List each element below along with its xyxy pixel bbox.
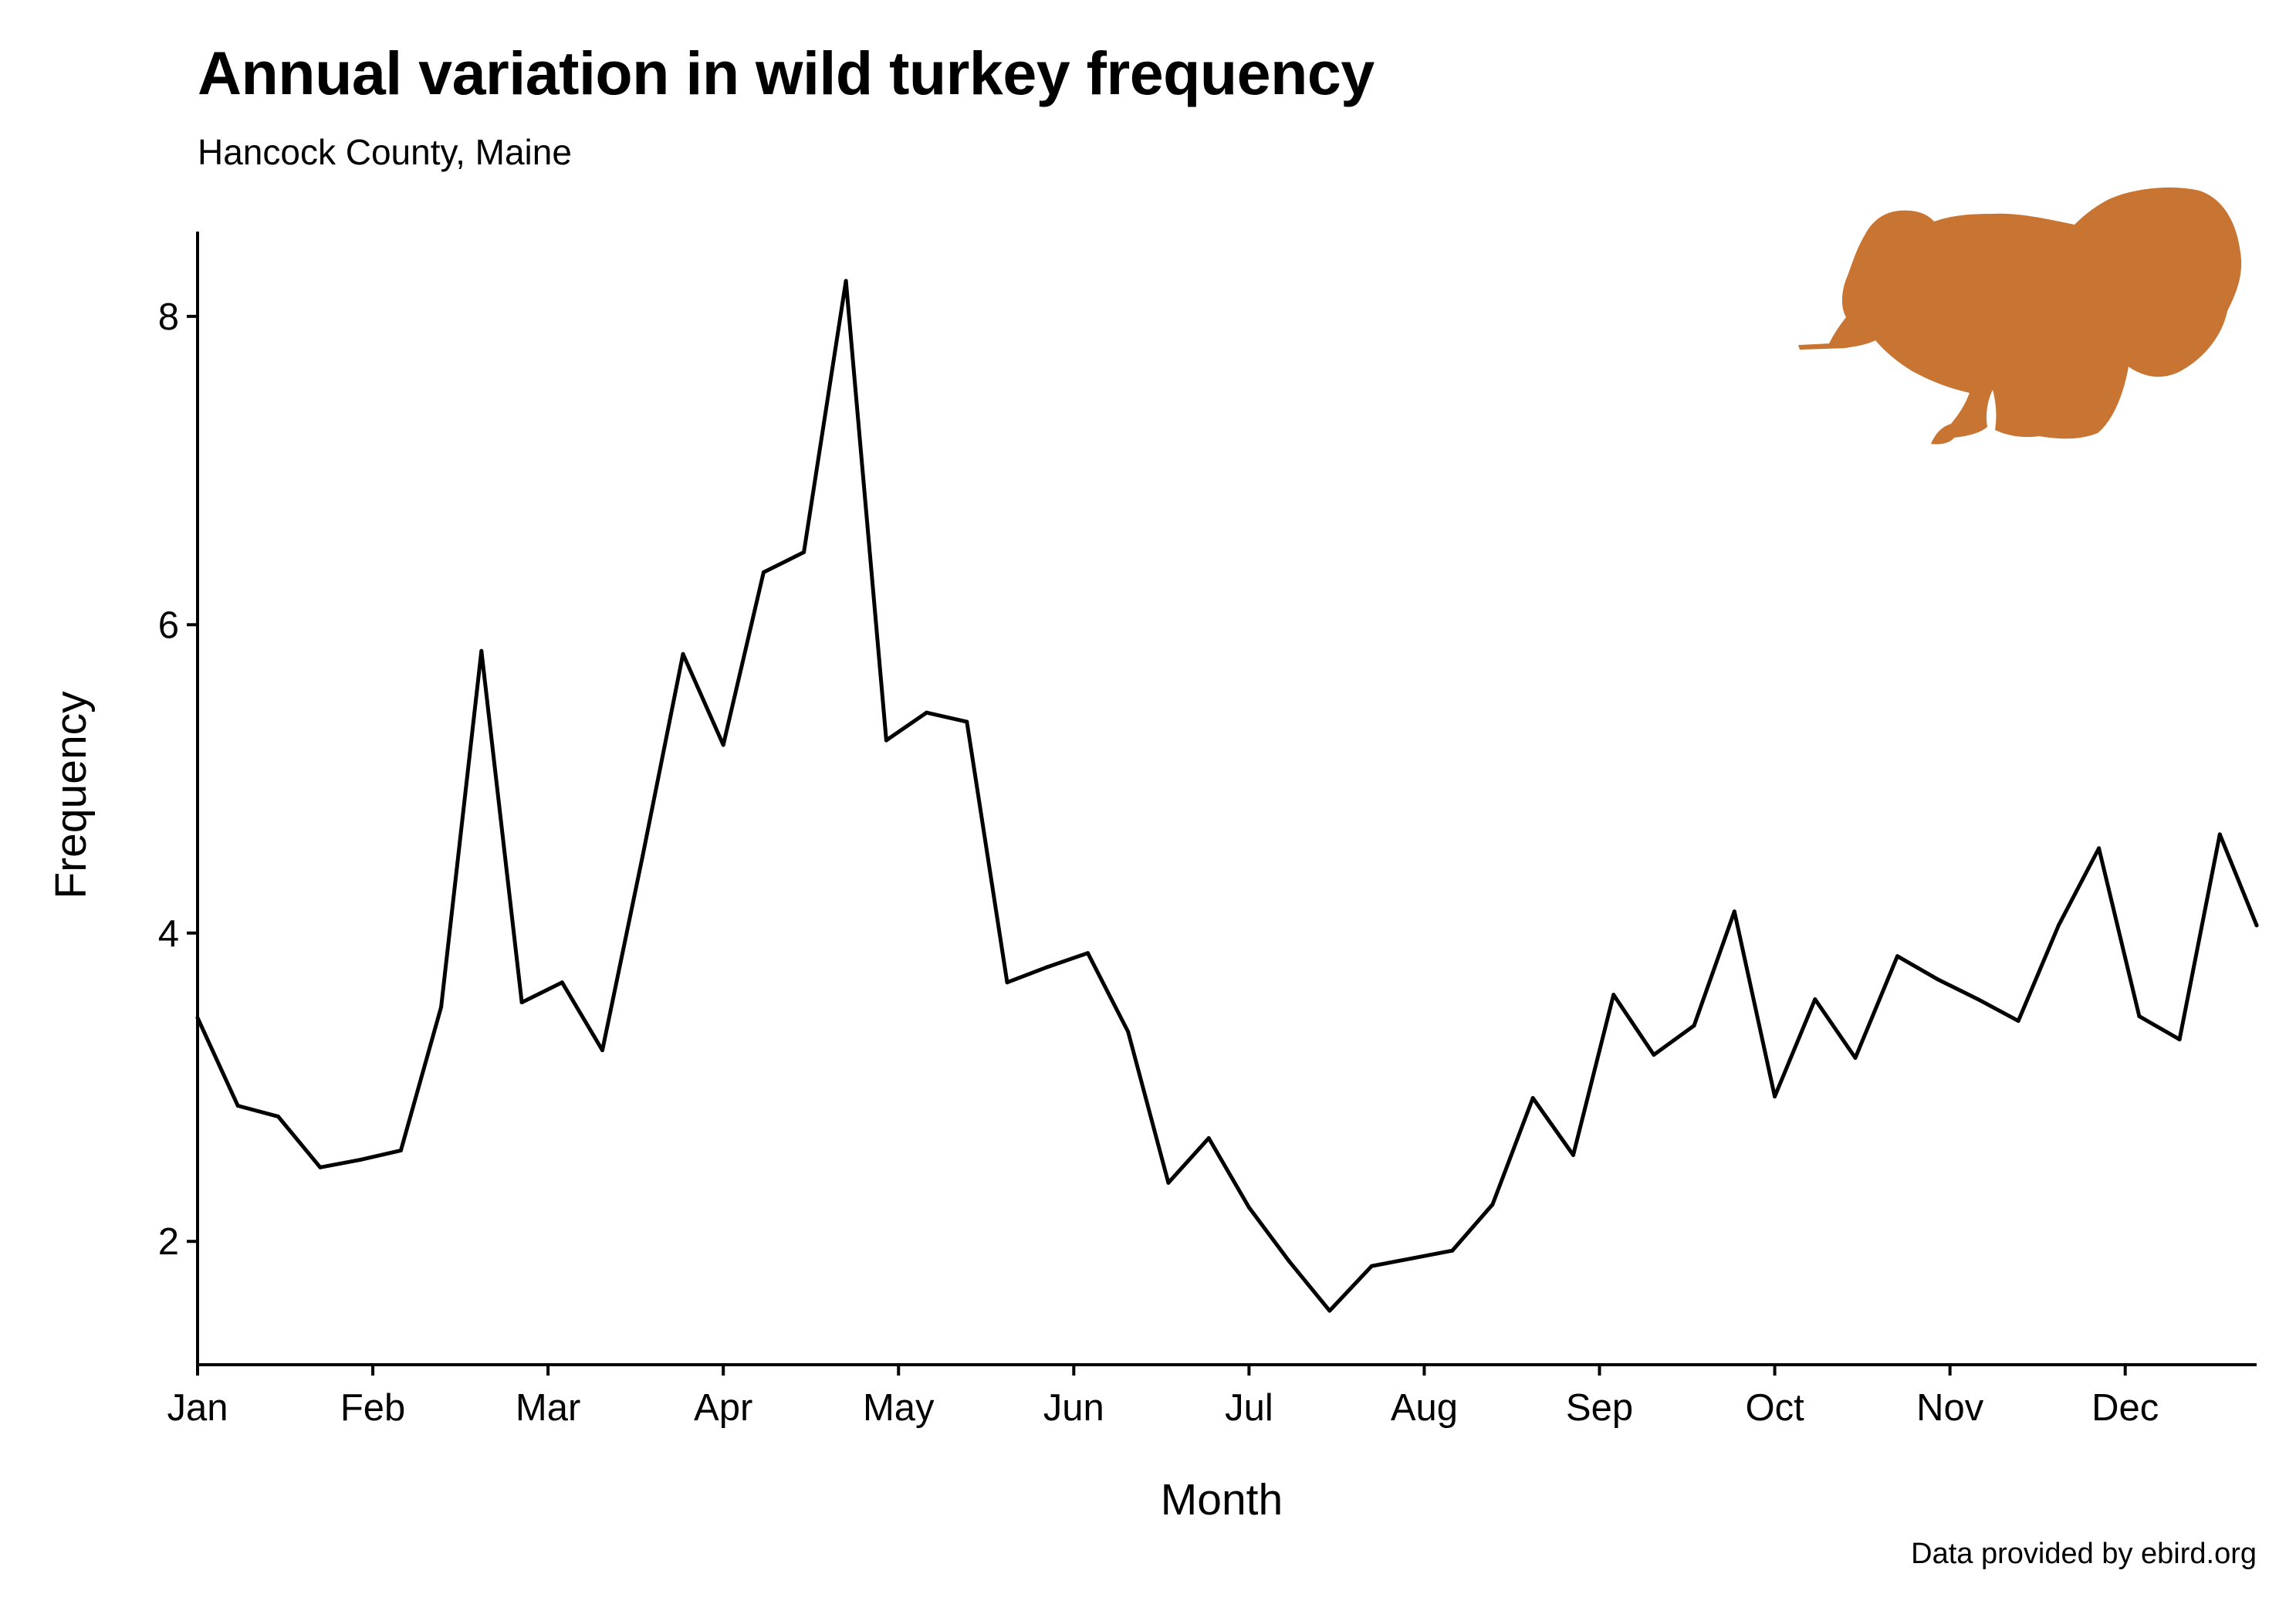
data-point (965, 719, 969, 724)
data-point (1652, 1053, 1656, 1057)
data-point (2217, 832, 2222, 837)
data-point (2254, 923, 2259, 928)
data-point (925, 710, 929, 715)
data-point (439, 1005, 444, 1010)
data-point (195, 1016, 200, 1020)
data-point (1611, 993, 1616, 997)
data-point (761, 570, 766, 574)
series-points (195, 279, 2259, 1313)
data-source-caption: Data provided by ebird.org (1911, 1538, 2257, 1570)
x-tick-label: Nov (1916, 1387, 1984, 1429)
y-tick-label: 8 (158, 296, 179, 338)
data-point (1530, 1096, 1535, 1100)
x-tick-label: Dec (2091, 1387, 2159, 1429)
data-point (1853, 1056, 1858, 1060)
data-point (641, 854, 645, 858)
data-point (1246, 1205, 1251, 1210)
data-point (1327, 1308, 1332, 1313)
data-point (884, 738, 888, 743)
data-point (1045, 965, 1050, 970)
data-point (1692, 1024, 1696, 1028)
data-point (600, 1048, 604, 1053)
data-point (358, 1157, 363, 1162)
x-tick-label: Jul (1225, 1387, 1273, 1429)
y-axis-ticks: 2 4 6 8 (158, 296, 198, 1263)
data-point (1126, 1030, 1131, 1034)
data-point (1773, 1095, 1777, 1098)
data-point (1976, 997, 1980, 1002)
data-point (1813, 997, 1818, 1002)
x-axis-title: Month (1161, 1475, 1283, 1525)
data-point (479, 648, 484, 653)
x-tick-label: May (863, 1387, 935, 1429)
x-tick-label: Feb (340, 1387, 405, 1429)
data-point (1732, 909, 1736, 914)
data-point (1490, 1202, 1495, 1206)
data-point (2097, 846, 2102, 851)
data-point (802, 550, 806, 554)
y-tick-label: 4 (158, 913, 179, 955)
chart-title: Annual variation in wild turkey frequenc… (198, 39, 1375, 107)
y-tick-label: 2 (158, 1221, 179, 1263)
data-point (2177, 1037, 2182, 1042)
data-point (1571, 1152, 1575, 1157)
data-point (721, 743, 725, 747)
data-point (519, 1000, 524, 1005)
data-point (1450, 1248, 1455, 1253)
x-tick-label: Sep (1566, 1387, 1633, 1429)
x-tick-label: Mar (516, 1387, 580, 1429)
x-tick-label: Oct (1745, 1387, 1804, 1429)
chart-subtitle: Hancock County, Maine (198, 132, 572, 172)
data-point (1936, 977, 1940, 982)
x-tick-label: Jun (1043, 1387, 1104, 1429)
data-point (2016, 1019, 2020, 1024)
data-point (1086, 951, 1090, 956)
data-point (2056, 923, 2061, 928)
data-point (235, 1104, 240, 1108)
data-point (844, 279, 848, 283)
data-point (2137, 1014, 2142, 1019)
data-point (1369, 1264, 1374, 1268)
data-point (560, 980, 564, 985)
data-point (681, 651, 685, 656)
x-tick-label: Jan (167, 1387, 228, 1429)
data-point (1287, 1259, 1292, 1264)
data-point (1410, 1256, 1415, 1261)
frequency-line (195, 279, 2259, 1313)
x-axis-ticks: Jan Feb Mar Apr May Jun Jul Aug Sep Oct Nov Dec (167, 1365, 2159, 1429)
data-point (276, 1114, 280, 1118)
y-tick-label: 6 (158, 604, 179, 646)
data-point (398, 1148, 403, 1152)
data-point (318, 1165, 323, 1169)
turkey-icon (1798, 187, 2242, 445)
x-tick-label: Aug (1391, 1387, 1458, 1429)
data-point (1005, 980, 1009, 985)
data-point (1206, 1135, 1211, 1140)
y-axis-title: Frequency (46, 691, 96, 899)
x-tick-label: Apr (694, 1387, 752, 1429)
data-point (1895, 954, 1899, 959)
data-point (1166, 1180, 1171, 1185)
